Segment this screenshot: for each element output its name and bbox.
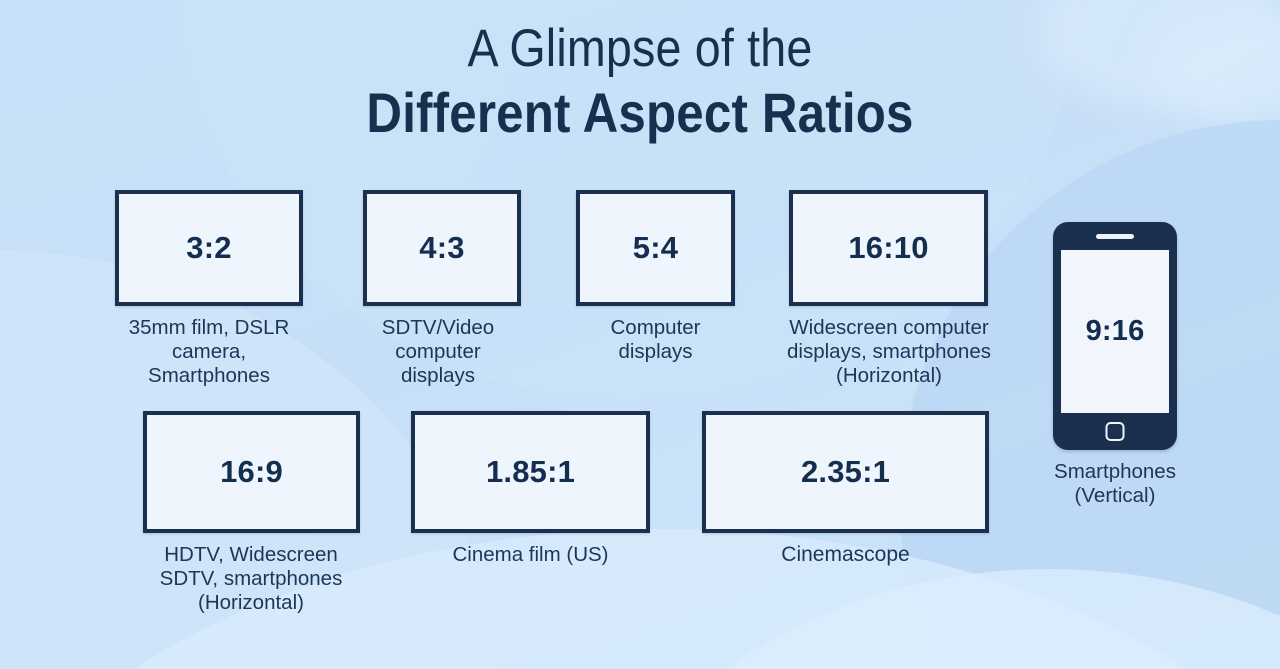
- title-line-two: Different Aspect Ratios: [366, 81, 914, 145]
- ratio-label: 2.35:1: [800, 454, 891, 489]
- ratio-label: 16:9: [220, 454, 283, 489]
- ratio-box-16-9: 16:9: [143, 411, 360, 533]
- ratio-label: 1.85:1: [485, 454, 576, 489]
- ratio-box-5-4: 5:4: [576, 190, 735, 306]
- ratio-box-3-2: 3:2: [115, 190, 303, 306]
- ratio-box-2-35-1: 2.35:1: [702, 411, 989, 533]
- ratio-caption: HDTV, Widescreen SDTV, smartphones (Hori…: [159, 543, 343, 615]
- ratio-box-16-10: 16:10: [789, 190, 988, 306]
- ratio-item-16-9: 16:9 HDTV, Widescreen SDTV, smartphones …: [143, 411, 366, 616]
- ratio-item-9-16: 9:16 Smartphones (Vertical): [1053, 222, 1190, 508]
- smartphone-illustration: 9:16: [1053, 222, 1177, 450]
- ratio-caption: SDTV/Video computer displays: [381, 316, 495, 388]
- page-title: A Glimpse of the Different Aspect Ratios: [0, 19, 1280, 145]
- ratio-caption: Cinemascope: [781, 543, 910, 566]
- ratio-caption: Smartphones (Vertical): [1054, 460, 1176, 508]
- ratio-box-4-3: 4:3: [363, 190, 521, 306]
- ratio-item-2-35-1: 2.35:1 Cinemascope: [702, 411, 989, 568]
- ratio-item-3-2: 3:2 35mm film, DSLR camera, Smartphones: [115, 190, 303, 389]
- ratio-label: 16:10: [848, 230, 929, 265]
- ratio-item-16-10: 16:10 Widescreen computer displays, smar…: [787, 190, 1009, 389]
- ratio-label: 9:16: [1085, 315, 1145, 347]
- ratio-caption: Computer displays: [610, 316, 701, 364]
- ratio-item-1-85-1: 1.85:1 Cinema film (US): [411, 411, 650, 567]
- ratio-caption: Widescreen computer displays, smartphone…: [787, 316, 991, 388]
- ratio-item-4-3: 4:3 SDTV/Video computer displays: [363, 190, 521, 389]
- ratio-box-1-85-1: 1.85:1: [411, 411, 650, 533]
- phone-screen: 9:16: [1061, 250, 1169, 413]
- phone-speaker-icon: [1096, 234, 1134, 239]
- ratio-item-5-4: 5:4 Computer displays: [576, 190, 735, 364]
- ratio-caption: 35mm film, DSLR camera, Smartphones: [128, 316, 290, 388]
- ratio-caption: Cinema film (US): [452, 543, 609, 566]
- ratio-label: 3:2: [186, 230, 232, 265]
- title-line-one: A Glimpse of the: [467, 19, 813, 78]
- bg-shape-wave-bottom-secondary: [560, 569, 1280, 669]
- ratio-label: 4:3: [419, 230, 465, 265]
- ratio-label: 5:4: [632, 230, 679, 265]
- phone-home-button-icon: [1105, 422, 1125, 441]
